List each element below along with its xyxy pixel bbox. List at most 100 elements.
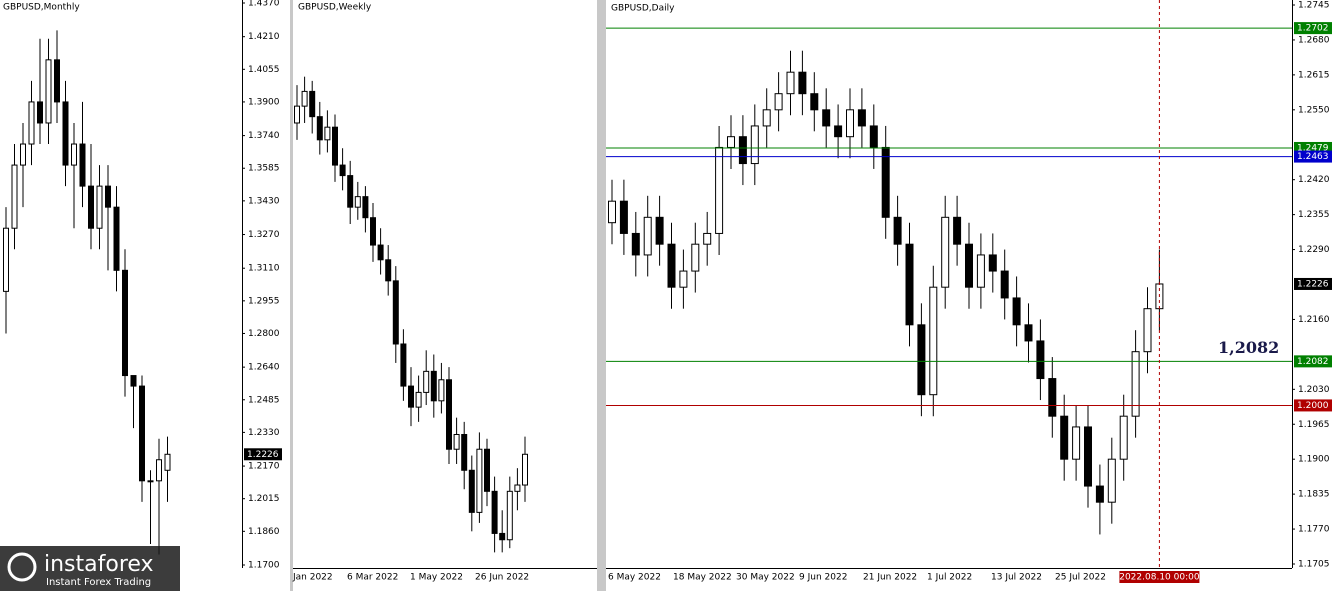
logo-icon	[7, 552, 37, 582]
candle-body	[715, 146, 724, 234]
candle-body	[491, 490, 498, 534]
level-label-box	[1294, 399, 1332, 412]
candle-body	[905, 243, 914, 326]
level-label: 1.2463	[1297, 152, 1329, 162]
y-tick-label: 1.1770	[1298, 525, 1330, 535]
level-label: 1.2702	[1297, 24, 1329, 34]
x-tick-label: 1 May 2022	[410, 573, 463, 583]
candle-body	[45, 59, 52, 124]
candle-body	[893, 216, 902, 245]
candle-body	[846, 109, 854, 138]
y-tick-label: 1.2640	[248, 363, 280, 373]
y-tick-label: 1.2290	[1298, 245, 1330, 255]
candle-body	[71, 143, 77, 166]
candle-body	[423, 370, 430, 393]
candle-body	[130, 375, 137, 387]
candle-body	[3, 227, 9, 292]
y-tick-label: 1.2420	[1298, 175, 1330, 185]
level-label-box	[1294, 355, 1332, 368]
candle-body	[798, 71, 807, 95]
candle-body	[164, 453, 171, 471]
candle-body	[750, 125, 759, 165]
candle-body	[37, 101, 43, 124]
candle-body	[484, 448, 490, 492]
candle-body	[476, 448, 483, 513]
panel-title: GBPUSD,Weekly	[298, 3, 372, 13]
candle-body	[324, 126, 331, 141]
candle-body	[499, 532, 506, 541]
candle-body	[113, 206, 120, 271]
y-tick-label: 1.1900	[1298, 455, 1330, 465]
candle-body	[294, 105, 300, 124]
candle-body	[20, 143, 26, 166]
logo: instaforex Instant Forex Trading	[0, 546, 180, 591]
y-tick-label: 1.2030	[1298, 385, 1330, 395]
candle-body	[608, 200, 616, 224]
level-label-box	[1294, 22, 1332, 35]
x-tick-label: Jan 2022	[292, 573, 333, 583]
x-tick-label: 6 May 2022	[608, 573, 661, 583]
candle-body	[446, 379, 452, 450]
candle-body	[727, 136, 735, 148]
candle-body	[468, 469, 475, 513]
candle-body	[54, 59, 60, 103]
candle-body	[332, 126, 338, 166]
x-tick-label: 21 Jun 2022	[863, 573, 917, 583]
annotation: 1,2082	[1218, 338, 1279, 357]
candle-body	[514, 484, 521, 492]
candle-body	[774, 93, 783, 111]
candle-body	[786, 71, 795, 95]
candle-body	[619, 200, 628, 234]
y-tick-label: 1.1965	[1298, 420, 1330, 430]
candle-body	[1143, 308, 1152, 353]
x-tick-label: 25 Jul 2022	[1055, 573, 1106, 583]
candle-body	[28, 101, 35, 145]
candle-body	[88, 185, 94, 229]
candle-body	[362, 196, 369, 219]
candle-body	[147, 480, 154, 483]
candle-body	[1036, 340, 1045, 380]
candle-body	[1095, 485, 1104, 503]
candle-body	[703, 232, 712, 245]
candle-body	[408, 385, 414, 408]
y-tick-label: 1.2330	[248, 428, 280, 438]
candle-body	[339, 164, 346, 177]
y-tick-label: 1.1700	[248, 561, 280, 571]
candle-body	[309, 90, 316, 118]
date-marker-box	[1119, 571, 1200, 583]
candle-body	[122, 269, 128, 377]
candle-body	[976, 254, 985, 288]
candle-body	[316, 116, 323, 141]
candle-body	[953, 216, 962, 245]
candle-body	[105, 185, 111, 208]
candle-body	[965, 243, 973, 288]
x-tick-label: 6 Mar 2022	[347, 573, 398, 583]
y-tick-label: 1.2800	[248, 329, 280, 339]
candle-body	[941, 216, 950, 288]
candle-body	[667, 243, 676, 288]
candle-body	[691, 243, 700, 272]
y-tick-label: 1.2485	[248, 395, 280, 405]
candle-body	[506, 490, 513, 541]
candle-body	[385, 259, 392, 282]
candle-body	[301, 90, 308, 107]
candle-body	[1060, 415, 1069, 460]
level-label: 1.2000	[1297, 401, 1329, 411]
level-label-box	[1294, 150, 1332, 163]
candle-body	[988, 254, 997, 272]
y-tick-label: 1.3585	[248, 164, 280, 174]
y-tick-label: 1.3740	[248, 131, 280, 141]
candle-body	[1012, 297, 1021, 326]
price-label-box	[244, 448, 282, 461]
candle-body	[62, 101, 69, 166]
y-tick-label: 1.2355	[1298, 210, 1330, 220]
level-label: 1.2479	[1297, 143, 1329, 153]
y-tick-label: 1.3430	[248, 196, 280, 206]
candle-body	[655, 216, 664, 245]
y-tick-label: 1.3270	[248, 230, 280, 240]
candle-body	[679, 270, 688, 288]
y-tick-label: 1.1835	[1298, 490, 1330, 500]
panel-title: GBPUSD,Monthly	[3, 3, 80, 13]
candle-body	[1131, 351, 1140, 417]
